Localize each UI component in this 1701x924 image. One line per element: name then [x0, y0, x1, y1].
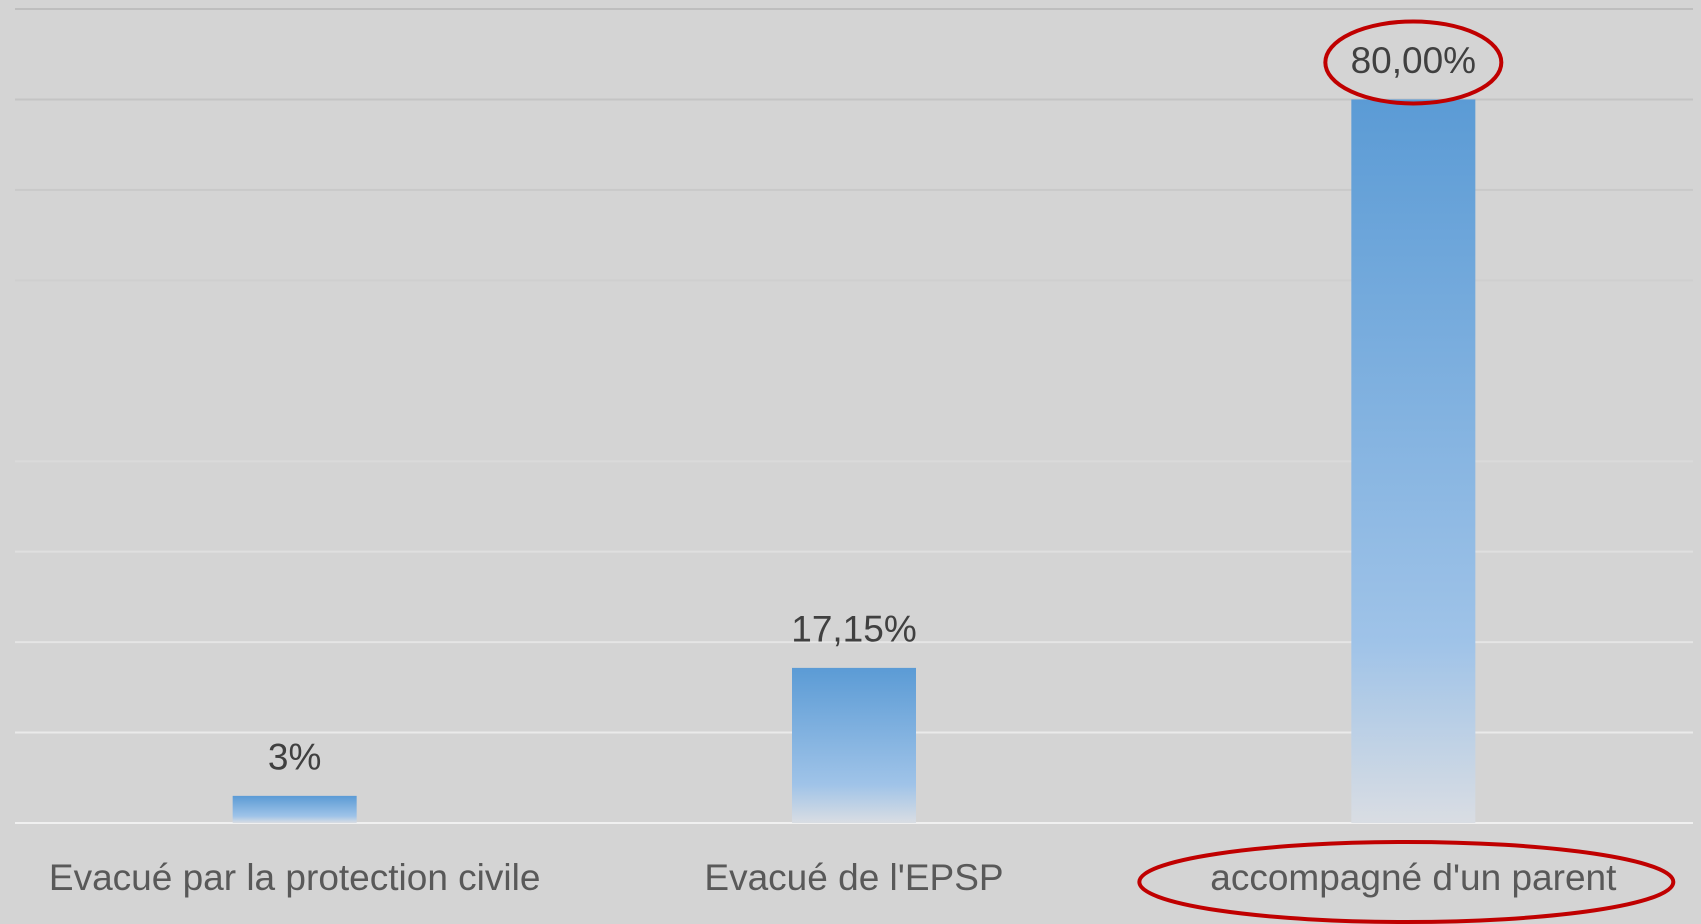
- bar: [232, 795, 357, 823]
- x-tick-label: accompagné d'un parent: [1210, 857, 1617, 898]
- bar: [1351, 99, 1476, 823]
- x-tick-label: Evacué de l'EPSP: [704, 857, 1003, 898]
- highlight-ellipse: [1137, 840, 1676, 924]
- value-label: 17,15%: [791, 609, 917, 650]
- x-tick-label: Evacué par la protection civile: [49, 857, 541, 898]
- value-label: 3%: [268, 737, 321, 778]
- value-label: 80,00%: [1351, 40, 1477, 81]
- highlight-ellipse: [1323, 19, 1504, 106]
- bar: [792, 667, 916, 823]
